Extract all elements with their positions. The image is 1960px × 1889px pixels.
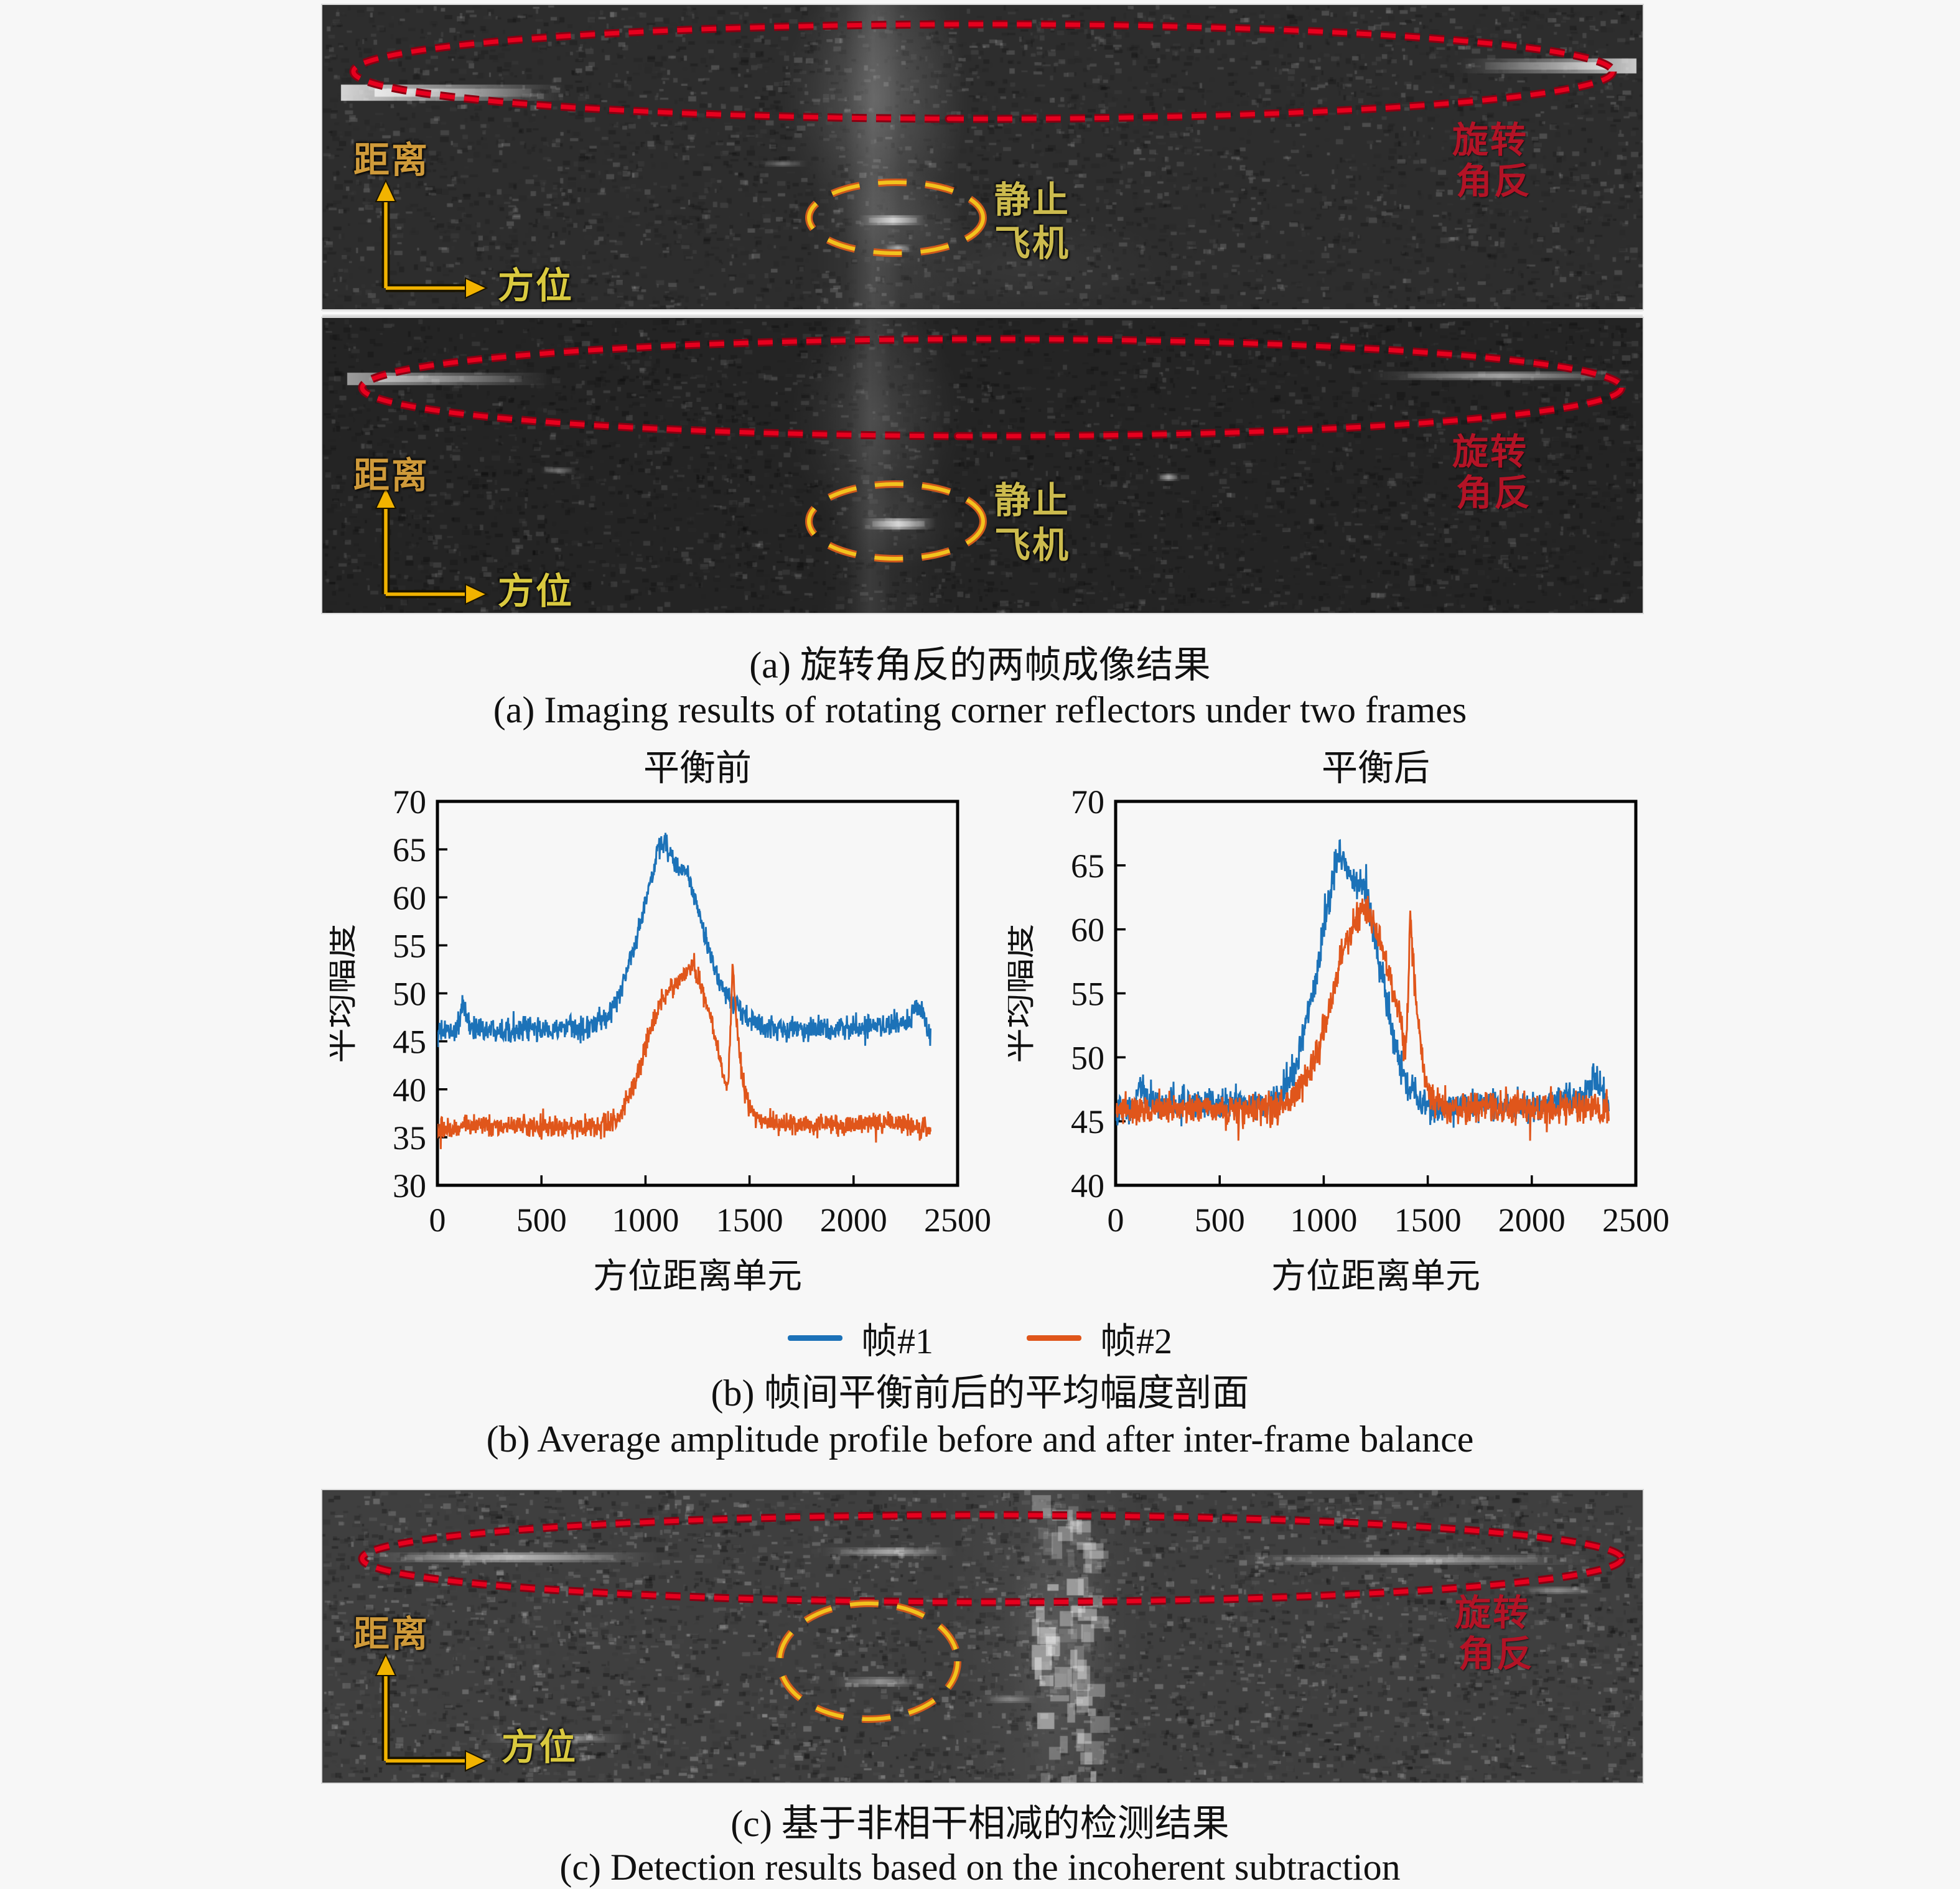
rotating-reflector-ellipse — [360, 337, 1624, 439]
caption-a-zh: (a) 旋转角反的两帧成像结果 — [749, 645, 1211, 686]
sar-overlay-detection — [358, 1511, 1626, 1772]
panel-divider — [322, 309, 1643, 318]
caption-a-en: (a) Imaging results of rotating corner r… — [493, 689, 1467, 730]
azimuth-axis-label: 方位 — [502, 1727, 578, 1768]
plot-frame — [1114, 800, 1638, 1187]
sar-image-frame2 — [322, 318, 1643, 613]
x-tick-label: 1500 — [716, 1201, 783, 1239]
series-line-frame1 — [1116, 839, 1610, 1128]
x-tick-label: 0 — [429, 1201, 446, 1239]
legend-item-frame1: 帧#1 — [787, 1312, 933, 1364]
y-tick-label: 60 — [1071, 912, 1104, 949]
x-tick-label: 0 — [1108, 1201, 1124, 1239]
legend-line-frame1 — [787, 1335, 842, 1341]
azimuth-arrowhead — [465, 1750, 488, 1772]
rotating-reflector-label-1: 旋转 — [1455, 1593, 1531, 1633]
azimuth-axis-label: 方位 — [498, 266, 574, 306]
y-tick-label: 50 — [1071, 1039, 1104, 1076]
x-tick-label: 1000 — [612, 1201, 679, 1239]
y-tick-label: 65 — [393, 831, 426, 869]
axes-arrows — [375, 485, 488, 605]
range-axis-label: 距离 — [353, 455, 430, 496]
sar-panel-frame2: 距离 方位 静止 飞机 旋转 角反 — [321, 317, 1644, 614]
x-tick-label: 500 — [1195, 1201, 1245, 1239]
axes-arrows — [375, 1653, 488, 1772]
stationary-aircraft-ellipse — [807, 180, 985, 255]
rotating-reflector-ellipse — [351, 22, 1615, 121]
x-axis-label: 方位距离单元 — [593, 1257, 802, 1296]
rotating-reflector-label-1: 旋转 — [1452, 120, 1529, 161]
rotating-reflector-label-2: 角反 — [1458, 1634, 1535, 1674]
rotating-reflector-label-2: 角反 — [1456, 473, 1533, 513]
series-line-frame1 — [437, 833, 931, 1048]
y-tick-label: 60 — [393, 879, 426, 917]
range-arrowhead — [375, 179, 397, 202]
azimuth-arrowhead — [465, 277, 488, 299]
y-axis-label: 平均幅度 — [330, 924, 360, 1063]
y-tick-label: 70 — [393, 783, 426, 821]
rotating-reflector-label-1: 旋转 — [1452, 432, 1529, 472]
caption-b-en: (b) Average amplitude profile before and… — [486, 1419, 1474, 1460]
y-tick-label: 45 — [1071, 1103, 1104, 1140]
stationary-aircraft-label-2: 飞机 — [994, 525, 1071, 566]
caption-c-zh: (c) 基于非相干相减的检测结果 — [730, 1803, 1230, 1844]
chart-legend: 帧#1 帧#2 — [0, 1312, 1960, 1364]
sar-panel-frame1: 距离 方位 静止 飞机 旋转 角反 — [321, 4, 1644, 310]
caption-b-zh: (b) 帧间平衡前后的平均幅度剖面 — [711, 1373, 1249, 1414]
x-tick-label: 2000 — [1498, 1201, 1566, 1239]
legend-label-frame1: 帧#1 — [861, 1321, 933, 1361]
x-tick-label: 1500 — [1394, 1201, 1462, 1239]
stationary-aircraft-label-1: 静止 — [994, 480, 1071, 521]
y-tick-label: 55 — [393, 927, 426, 964]
chart-svg: 平衡后 0 500 1000 1500 2000 2500 70 65 60 55 50 45 40 方位距… — [1000, 748, 1669, 1296]
y-tick-label: 70 — [1071, 783, 1104, 821]
series-line-frame2 — [1116, 895, 1610, 1141]
x-tick-label: 2000 — [820, 1201, 887, 1239]
x-tick-label: 2500 — [924, 1201, 991, 1239]
y-tick-label: 40 — [1071, 1167, 1104, 1205]
x-tick-label: 2500 — [1602, 1201, 1669, 1239]
axes-arrows — [375, 179, 488, 299]
caption-c-en: (c) Detection results based on the incoh… — [559, 1847, 1401, 1888]
azimuth-axis-label: 方位 — [498, 571, 574, 612]
chart-before-balance: 平衡前 0 500 1000 1500 2000 2500 70 65 60 55 50 45 40 35 3… — [322, 740, 1014, 1313]
chart-title: 平衡后 — [1322, 748, 1430, 788]
sar-panel-detection: 距离 方位 旋转 角反 — [321, 1489, 1644, 1784]
stationary-aircraft-ellipse — [807, 482, 985, 561]
chart-svg: 平衡前 0 500 1000 1500 2000 2500 70 65 60 55 50 45 40 35 3… — [322, 748, 991, 1296]
x-tick-label: 500 — [516, 1201, 567, 1239]
y-tick-label: 45 — [393, 1024, 426, 1061]
rotating-reflector-label-2: 角反 — [1456, 161, 1533, 202]
y-tick-label: 30 — [393, 1167, 426, 1205]
sar-image-frame1 — [322, 5, 1643, 309]
y-tick-label: 65 — [1071, 847, 1104, 885]
azimuth-arrowhead — [465, 583, 488, 605]
y-axis-label: 平均幅度 — [1008, 924, 1038, 1063]
legend-item-frame2: 帧#2 — [1027, 1312, 1172, 1364]
y-tick-label: 50 — [393, 976, 426, 1013]
rotating-reflector-ellipse — [360, 1513, 1624, 1605]
range-axis-label: 距离 — [353, 140, 430, 180]
sar-image-detection — [322, 1490, 1643, 1783]
stationary-aircraft-label-1: 静止 — [994, 180, 1071, 220]
range-arrowhead — [375, 1653, 397, 1676]
range-arrowhead — [375, 485, 397, 509]
sar-overlay-frame2 — [358, 335, 1626, 605]
y-tick-label: 55 — [1071, 976, 1104, 1013]
chart-after-balance: 平衡后 0 500 1000 1500 2000 2500 70 65 60 55 50 45 40 方位距… — [1000, 740, 1692, 1313]
stationary-aircraft-label-2: 飞机 — [994, 223, 1071, 264]
series-line-frame2 — [437, 953, 931, 1149]
legend-label-frame2: 帧#2 — [1100, 1321, 1173, 1361]
x-tick-label: 1000 — [1290, 1201, 1357, 1239]
x-axis-label: 方位距离单元 — [1271, 1257, 1480, 1296]
sar-overlay-frame1 — [349, 20, 1617, 299]
y-tick-label: 40 — [393, 1071, 426, 1109]
chart-title: 平衡前 — [643, 748, 752, 788]
range-axis-label: 距离 — [353, 1614, 430, 1654]
y-tick-label: 35 — [393, 1119, 426, 1157]
legend-line-frame2 — [1027, 1335, 1081, 1341]
stationary-aircraft-ellipse — [778, 1602, 959, 1721]
